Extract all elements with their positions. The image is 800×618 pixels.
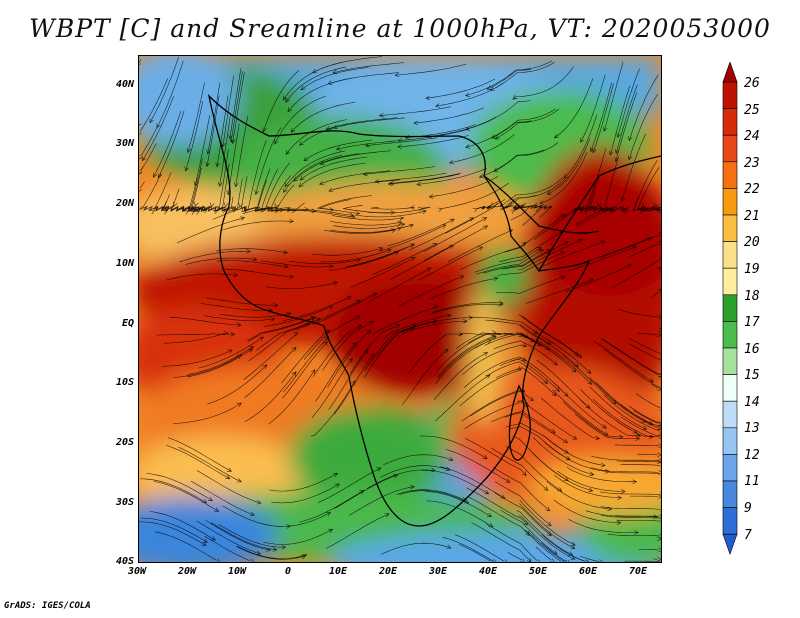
colorbar-swatch [722, 480, 738, 508]
colorbar-label: 22 [744, 182, 760, 197]
streamlines [139, 56, 661, 562]
colorbar-swatch [722, 400, 738, 429]
colorbar-label: 9 [744, 501, 752, 516]
colorbar-label: 16 [744, 342, 760, 357]
colorbar-label: 14 [744, 395, 760, 410]
colorbar-swatch [722, 347, 738, 375]
lon-label-10w: 10W [227, 566, 247, 577]
colorbar-label: 15 [744, 368, 760, 383]
colorbar-label: 7 [744, 528, 752, 543]
lon-label-20e: 20E [378, 566, 398, 577]
colorbar-label: 12 [744, 448, 760, 463]
colorbar-swatch [722, 454, 738, 482]
lon-label-60e: 60E [578, 566, 598, 577]
colorbar-top-arrow [722, 62, 738, 83]
lon-label-50e: 50E [528, 566, 548, 577]
lon-label-30w: 30W [127, 566, 147, 577]
coastlines [207, 94, 661, 527]
map-title: WBPT [C] and Sreamline at 1000hPa, VT: 2… [29, 14, 771, 43]
colorbar-label: 20 [744, 235, 760, 250]
colorbar-swatch [722, 81, 738, 109]
colorbar-swatch [722, 214, 738, 242]
colorbar-swatch [722, 427, 738, 455]
colorbar-label: 17 [744, 315, 760, 330]
lon-label-10e: 10E [328, 566, 348, 577]
colorbar [722, 62, 738, 556]
lon-label-20w: 20W [177, 566, 197, 577]
colorbar-bottom-arrow [722, 533, 738, 556]
colorbar-swatch [722, 267, 738, 296]
lat-label-40s: 40S [115, 556, 134, 567]
colorbar-label: 25 [744, 103, 760, 118]
colorbar-swatch [722, 161, 738, 189]
map-panel [138, 55, 662, 563]
colorbar-swatch [722, 507, 738, 535]
colorbar-swatch [722, 321, 738, 349]
lat-label-30n: 30N [115, 138, 134, 149]
colorbar-swatch [722, 374, 738, 402]
colorbar-label: 24 [744, 129, 760, 144]
colorbar-label: 21 [744, 209, 760, 224]
lat-label-30s: 30S [115, 497, 134, 508]
lon-label-40e: 40E [478, 566, 498, 577]
colorbar-swatch [722, 241, 738, 269]
lat-label-eq: EQ [121, 318, 134, 329]
streamline-paths [139, 56, 661, 562]
lon-label-0: 0 [284, 566, 292, 577]
colorbar-label: 11 [744, 474, 760, 489]
grads-credit: GrADS: IGES/COLA [4, 601, 91, 611]
colorbar-swatch [722, 188, 738, 216]
lat-label-20n: 20N [115, 198, 134, 209]
lon-label-70e: 70E [628, 566, 648, 577]
colorbar-label: 13 [744, 421, 760, 436]
colorbar-label: 18 [744, 289, 760, 304]
colorbar-label: 26 [744, 76, 760, 91]
wbpt-streamline-map [139, 56, 661, 562]
lat-label-40n: 40N [115, 79, 134, 90]
lat-label-10s: 10S [115, 377, 134, 388]
colorbar-swatch [722, 108, 738, 136]
lat-label-10n: 10N [115, 258, 134, 269]
colorbar-label: 23 [744, 156, 760, 171]
colorbar-label: 19 [744, 262, 760, 277]
colorbar-swatch [722, 294, 738, 322]
colorbar-swatch [722, 134, 738, 163]
lon-label-30e: 30E [428, 566, 448, 577]
lat-label-20s: 20S [115, 437, 134, 448]
